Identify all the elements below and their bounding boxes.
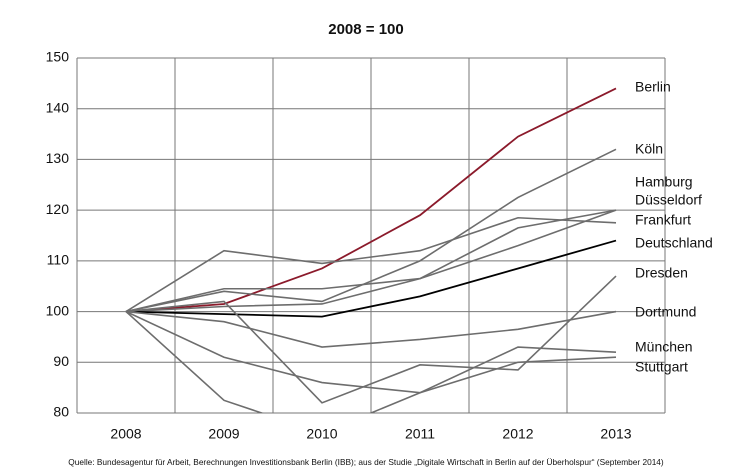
series-label: Stuttgart: [635, 359, 688, 375]
series-label: Köln: [635, 141, 663, 157]
series-label: Dortmund: [635, 304, 696, 320]
x-tick-label: 2013: [600, 426, 631, 442]
y-tick-label: 150: [46, 49, 70, 65]
series-label: Hamburg: [635, 174, 693, 190]
series-line: [125, 275, 617, 404]
series-line: [125, 209, 617, 313]
y-tick-label: 80: [53, 404, 69, 420]
y-tick-label: 90: [53, 353, 69, 369]
x-tick-label: 2008: [110, 426, 141, 442]
plot-lines: [125, 87, 617, 413]
series-line: [125, 148, 617, 313]
series-line: [125, 87, 617, 313]
series-line: [125, 209, 617, 313]
y-tick-label: 140: [46, 99, 70, 115]
x-tick-label: 2009: [208, 426, 239, 442]
y-tick-label: 120: [46, 201, 70, 217]
series-line: [125, 310, 617, 413]
y-tick-label: 110: [47, 252, 70, 268]
series-label: Berlin: [635, 79, 671, 95]
series-line: [125, 310, 617, 348]
y-tick-label: 130: [46, 150, 70, 166]
series-line: [125, 239, 617, 318]
source-note: Quelle: Bundesagentur für Arbeit, Berech…: [68, 457, 664, 467]
series-label: Deutschland: [635, 235, 713, 251]
series-line: [125, 310, 617, 394]
x-tick-label: 2012: [502, 426, 533, 442]
series-label: Düsseldorf: [635, 192, 702, 208]
series-label: München: [635, 339, 693, 355]
chart-title: 2008 = 100: [328, 21, 404, 38]
x-tick-label: 2010: [306, 426, 337, 442]
y-tick-label: 100: [46, 302, 70, 318]
series-line: [125, 216, 617, 313]
series-label: Dresden: [635, 265, 688, 281]
series-label: Frankfurt: [635, 212, 691, 228]
x-tick-label: 2011: [405, 426, 435, 442]
